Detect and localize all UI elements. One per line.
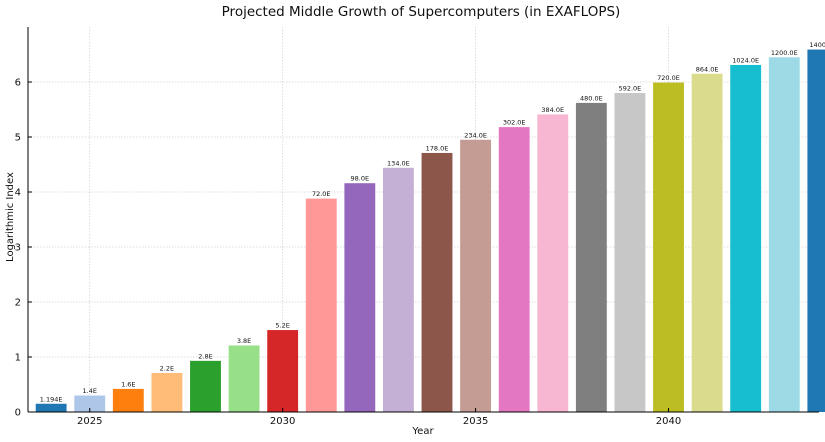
bar [807, 49, 825, 413]
data-label: 5.2E [275, 322, 289, 330]
chart-title: Projected Middle Growth of Supercomputer… [222, 4, 621, 20]
bar [614, 93, 646, 412]
bar [35, 403, 67, 412]
data-label: 3.8E [237, 337, 251, 345]
data-label: 1.6E [121, 380, 135, 388]
x-tick-label: 2025 [77, 416, 102, 427]
x-tick-label: 2030 [270, 416, 295, 427]
data-label: 1.4E [83, 387, 97, 395]
y-tick-label: 1 [15, 353, 21, 364]
data-label: 1200.0E [771, 49, 798, 57]
y-tick-label: 2 [15, 298, 21, 309]
data-label: 864.0E [696, 65, 719, 73]
bar [267, 330, 299, 412]
y-tick-label: 3 [15, 243, 21, 254]
bar [190, 360, 221, 412]
data-label: 72.0E [312, 190, 331, 198]
bars: 1.194E 1.4E 1.6E 2.2E 2.8E 3.8E 5.2E 72.0E 98.0E… [35, 41, 825, 413]
data-label: 1.194E [40, 395, 63, 403]
data-label: 480.0E [580, 94, 603, 102]
x-axis-label: Year [411, 426, 434, 437]
bar [228, 345, 260, 412]
bar [112, 388, 144, 412]
data-label: 2.8E [198, 352, 212, 360]
x-tick-label: 2035 [463, 416, 488, 427]
data-label: 1024.0E [732, 56, 759, 64]
data-label: 302.0E [503, 119, 526, 127]
data-label: 2.2E [160, 364, 174, 372]
bar [537, 114, 569, 412]
x-tick-label: 2040 [656, 416, 681, 427]
bar [151, 372, 183, 412]
data-label: 178.0E [426, 144, 449, 152]
bar [575, 102, 607, 413]
bar [730, 64, 762, 412]
bar [768, 57, 800, 412]
y-tick-label: 6 [15, 78, 21, 89]
bar [460, 139, 492, 412]
bar [74, 395, 106, 412]
bar [691, 73, 723, 412]
bar [344, 183, 376, 412]
y-tick-label: 5 [15, 133, 21, 144]
bar [421, 152, 453, 412]
bar [498, 127, 530, 412]
data-label: 592.0E [619, 85, 642, 93]
data-label: 98.0E [351, 175, 370, 183]
data-label: 234.0E [464, 131, 487, 139]
data-label: 384.0E [541, 106, 564, 114]
y-tick-label: 4 [15, 188, 21, 199]
bar [382, 167, 414, 412]
data-label: 1400.0E [809, 41, 825, 49]
data-label: 720.0E [657, 74, 680, 82]
bar [305, 198, 337, 412]
bar [653, 82, 684, 413]
data-label: 134.0E [387, 159, 410, 167]
axes: 0 1 2 3 4 5 6 2025 2030 2035 2040 [15, 27, 819, 427]
y-tick-label: 0 [15, 408, 21, 419]
y-axis-label: Logarithmic Index [5, 172, 16, 262]
